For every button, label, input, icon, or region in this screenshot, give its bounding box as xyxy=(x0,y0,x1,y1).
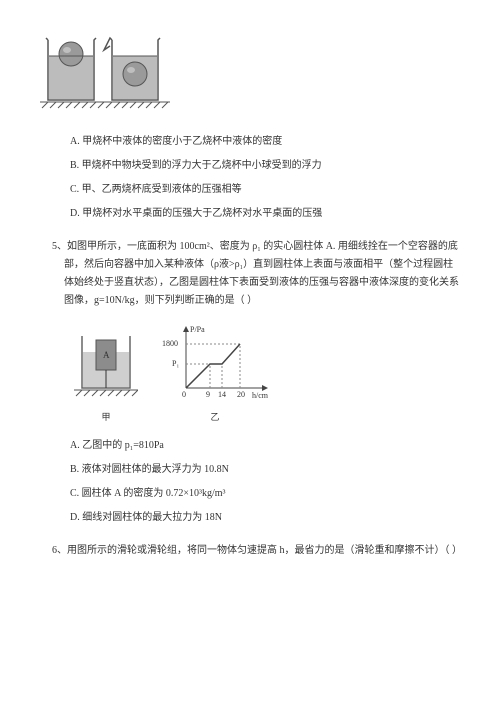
q5-option-c: C. 圆柱体 A 的密度为 0.72×10³kg/m³ xyxy=(70,486,460,502)
cylinder-label: A xyxy=(103,350,110,360)
beakers-svg xyxy=(40,30,170,110)
q5-option-a: A. 乙图中的 p₁=810Pa xyxy=(70,438,460,454)
svg-text:0: 0 xyxy=(182,390,186,399)
q5-option-d: D. 细线对圆柱体的最大拉力为 18N xyxy=(70,510,460,526)
q5-options: A. 乙图中的 p₁=810Pa B. 液体对圆柱体的最大浮力为 10.8N C… xyxy=(70,438,460,526)
q5-right-caption: 乙 xyxy=(160,410,270,424)
q4-option-c: C. 甲、乙两烧杯底受到液体的压强相等 xyxy=(70,182,460,198)
q6-stem-text: 6、用图所示的滑轮或滑轮组，将同一物体匀速提高 h，最省力的是（滑轮重和摩擦不计… xyxy=(52,542,460,560)
svg-text:14: 14 xyxy=(218,390,226,399)
q4-option-b: B. 甲烧杯中物块受到的浮力大于乙烧杯中小球受到的浮力 xyxy=(70,158,460,174)
q4-option-d: D. 甲烧杯对水平桌面的压强大于乙烧杯对水平桌面的压强 xyxy=(70,206,460,222)
svg-text:1800: 1800 xyxy=(162,339,178,348)
q5-figures: A 甲 P/Pa h/cm 1800 P₁ 0 9 14 20 xyxy=(74,322,460,424)
svg-text:9: 9 xyxy=(206,390,210,399)
beaker-left xyxy=(46,38,96,100)
q6-stem: 6、用图所示的滑轮或滑轮组，将同一物体匀速提高 h，最省力的是（滑轮重和摩擦不计… xyxy=(40,542,460,560)
q5-fig-left: A 甲 xyxy=(74,328,138,424)
q4-figure xyxy=(40,30,460,116)
svg-text:20: 20 xyxy=(237,390,245,399)
q5-stem: 5、如图甲所示，一底面积为 100cm²、密度为 ρ₁ 的实心圆柱体 A. 用细… xyxy=(40,238,460,310)
q4-options: A. 甲烧杯中液体的密度小于乙烧杯中液体的密度 B. 甲烧杯中物块受到的浮力大于… xyxy=(70,134,460,222)
svg-text:P₁: P₁ xyxy=(172,359,179,368)
q5-stem-text: 5、如图甲所示，一底面积为 100cm²、密度为 ρ₁ 的实心圆柱体 A. 用细… xyxy=(52,238,460,310)
svg-text:h/cm: h/cm xyxy=(252,391,269,400)
q5-option-b: B. 液体对圆柱体的最大浮力为 10.8N xyxy=(70,462,460,478)
q5-left-caption: 甲 xyxy=(74,410,138,424)
q5-fig-right: P/Pa h/cm 1800 P₁ 0 9 14 20 乙 xyxy=(160,322,270,424)
beaker-right xyxy=(104,38,160,100)
svg-text:P/Pa: P/Pa xyxy=(190,325,205,334)
q4-option-a: A. 甲烧杯中液体的密度小于乙烧杯中液体的密度 xyxy=(70,134,460,150)
